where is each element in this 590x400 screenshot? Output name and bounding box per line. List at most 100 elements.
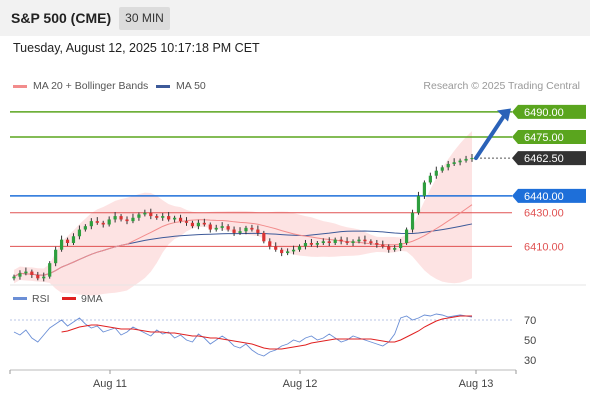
candle-body [333, 239, 337, 243]
candle [410, 209, 415, 233]
candle [65, 237, 70, 247]
candle-body [83, 226, 87, 230]
rsi-series-RSI [13, 313, 473, 357]
candle-body [161, 216, 165, 218]
candle-body [89, 221, 93, 227]
chart-datetime: Tuesday, August 12, 2025 10:17:18 PM CET [13, 41, 260, 55]
candle-body [77, 229, 82, 237]
candle-body [458, 160, 462, 163]
candle [274, 242, 278, 252]
level-text-6462.50: 6462.50 [524, 153, 564, 165]
x-tick-label-0: Aug 11 [93, 378, 127, 390]
candle-body [464, 158, 468, 161]
candle-body [119, 216, 123, 220]
candle [30, 269, 34, 278]
candle [190, 220, 195, 229]
candle [262, 230, 266, 244]
candle [89, 218, 93, 230]
candle [77, 225, 82, 240]
candle-body [208, 224, 212, 230]
legend-ma20-swatch [13, 84, 27, 88]
candle [172, 215, 177, 223]
candle-body [339, 239, 343, 242]
candle-body [440, 167, 444, 171]
level-label-6430.00: 6430.00 [524, 208, 564, 220]
candle-body [404, 229, 409, 243]
candle [59, 235, 64, 252]
candle-body [30, 271, 34, 275]
candle [54, 246, 58, 267]
candle-body [48, 263, 52, 277]
candle-body [202, 222, 206, 225]
candle-body [178, 217, 183, 222]
credit-text: Research © 2025 Trading Central [423, 80, 580, 92]
candle [167, 212, 171, 222]
candle-body [303, 243, 308, 247]
candle-body [12, 276, 16, 279]
level-label-6410.00: 6410.00 [524, 241, 564, 253]
level-text-6440.00: 6440.00 [524, 191, 564, 203]
candle [291, 245, 296, 255]
candle [220, 222, 224, 231]
candle [464, 155, 468, 163]
candle [393, 245, 397, 252]
candle [345, 237, 349, 246]
candle-body [54, 249, 58, 264]
candle [404, 227, 409, 246]
level-text-6410.00: 6410.00 [524, 241, 564, 253]
candle-body [375, 243, 379, 245]
candle-body [101, 222, 105, 225]
candle [309, 238, 314, 247]
candle-body [65, 239, 70, 243]
candle-body [369, 241, 373, 243]
candle [280, 247, 284, 257]
candle-body [95, 221, 99, 223]
candle-body [410, 212, 415, 230]
candle-body [345, 241, 349, 243]
level-tag-6490.00 [512, 104, 586, 119]
forecast-arrow-shaft [474, 112, 507, 161]
candle-body [196, 222, 200, 227]
candle [375, 239, 379, 248]
level-tag-6475.00 [512, 130, 586, 145]
level-label-6440.00: 6440.00 [512, 188, 586, 203]
candle-body [59, 239, 64, 250]
candle [333, 237, 337, 246]
legend-ma50: MA 50 [156, 80, 206, 92]
candle-body [309, 243, 314, 245]
header-bar [0, 0, 590, 36]
candle-body [393, 248, 397, 250]
rsi-tick-70: 70 [524, 315, 536, 327]
candle-body [286, 251, 290, 254]
candle-body [256, 229, 260, 233]
candle-body [226, 226, 230, 230]
candle-body [36, 274, 40, 279]
candle [143, 209, 147, 217]
candle [357, 236, 361, 244]
candle [244, 225, 248, 235]
candle-body [422, 182, 427, 196]
legend-ma20-label: MA 20 + Bollinger Bands [33, 80, 149, 92]
candle-body [143, 212, 147, 215]
candle-body [137, 214, 141, 218]
candle-body [428, 175, 432, 183]
candle [107, 216, 111, 227]
candle [208, 222, 212, 233]
candle [18, 270, 22, 280]
candle-body [190, 222, 195, 227]
candle-body [280, 249, 284, 254]
candle-body [184, 221, 189, 223]
candle [458, 158, 462, 166]
level-label-6462.50: 6462.50 [512, 151, 586, 166]
candle [131, 213, 135, 224]
candle-body [250, 227, 254, 230]
candle [202, 218, 206, 227]
candle-body [416, 195, 421, 213]
candle-body [381, 244, 385, 247]
candle-body [24, 271, 28, 274]
candle [286, 248, 290, 256]
candle-body [399, 243, 403, 249]
timeframe-button[interactable]: 30 MIN [119, 7, 170, 30]
candle-body [131, 217, 135, 222]
candle [196, 219, 200, 230]
